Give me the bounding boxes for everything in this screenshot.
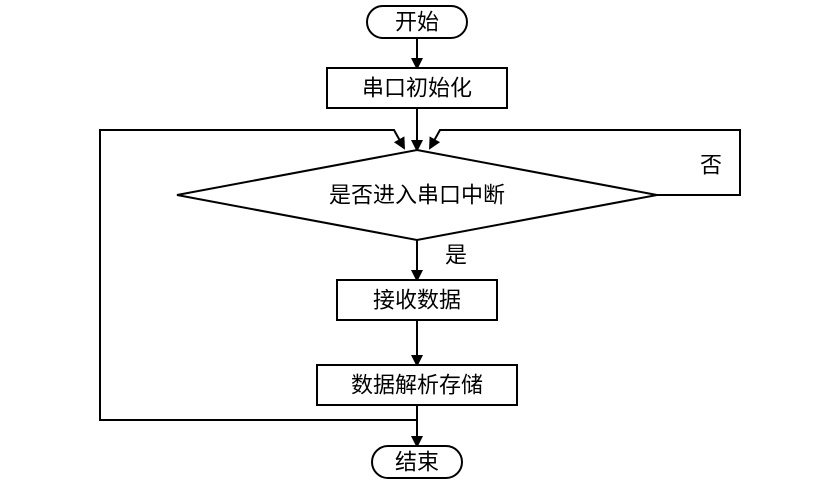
node-label-decide: 是否进入串口中断 [329, 183, 505, 208]
node-decide: 是否进入串口中断 [177, 150, 657, 240]
node-init: 串口初始化 [327, 68, 507, 108]
flowchart-canvas: 开始串口初始化是否进入串口中断接收数据数据解析存储结束 是 否 [0, 0, 834, 500]
node-label-parse: 数据解析存储 [351, 373, 483, 398]
node-recv: 接收数据 [337, 280, 497, 320]
node-label-start: 开始 [395, 10, 439, 35]
edge-label-e_decide_no: 否 [700, 153, 722, 178]
node-start: 开始 [367, 6, 467, 38]
edge-label-e_decide_recv: 是 [445, 243, 467, 268]
node-label-recv: 接收数据 [373, 288, 461, 313]
node-label-init: 串口初始化 [362, 76, 472, 101]
node-label-end: 结束 [395, 450, 439, 475]
node-parse: 数据解析存储 [317, 365, 517, 405]
node-end: 结束 [372, 446, 462, 478]
